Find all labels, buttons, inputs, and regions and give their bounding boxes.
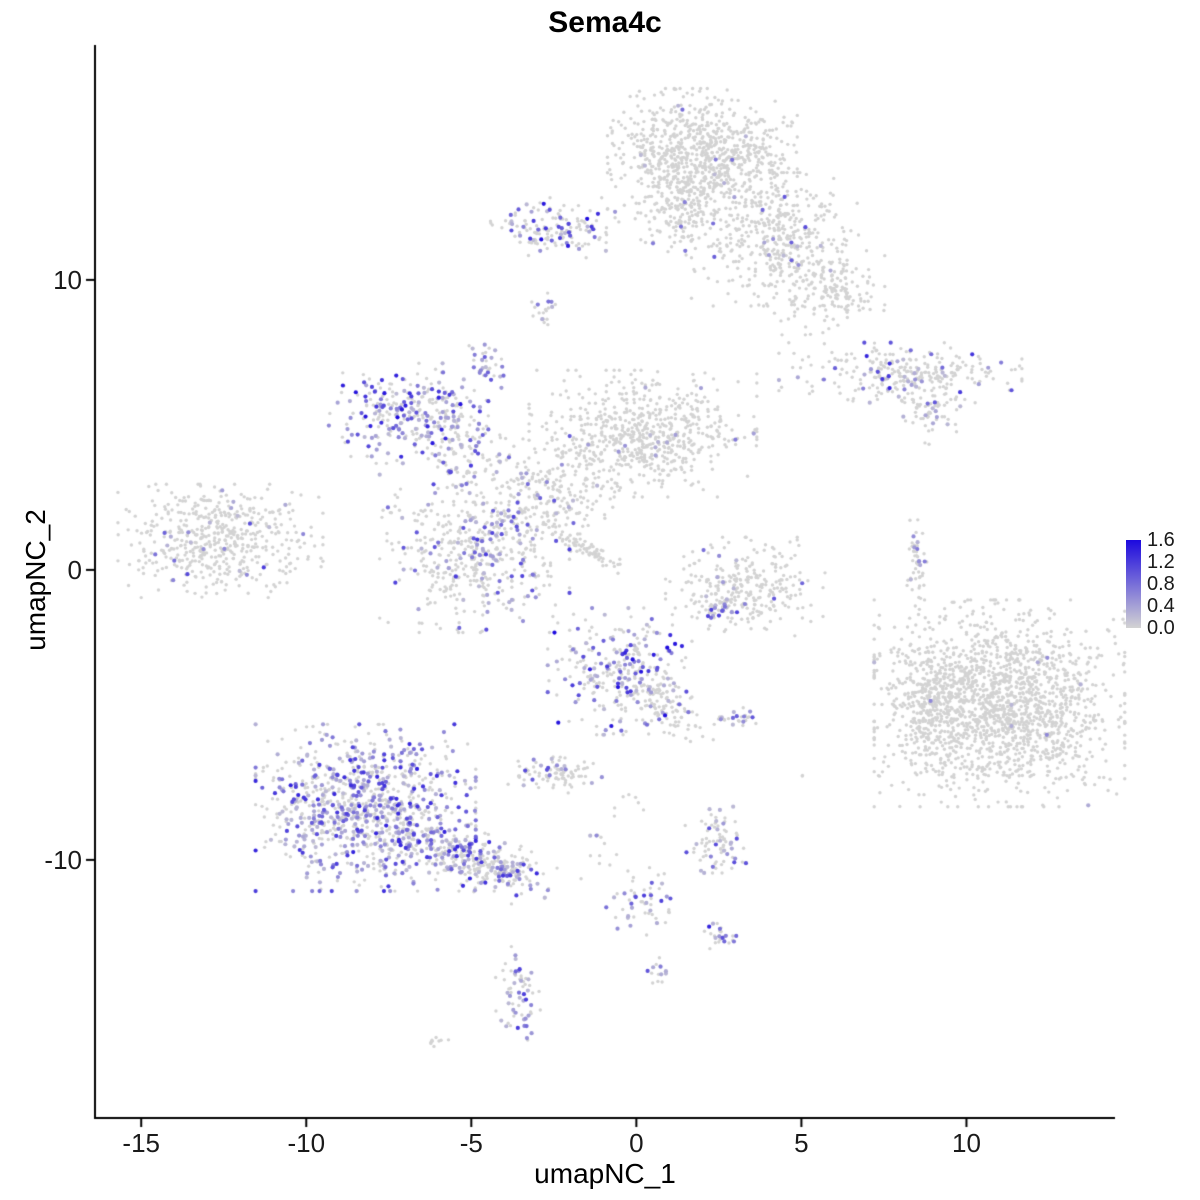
x-tick-label: -10	[287, 1128, 326, 1158]
x-tick-label: 0	[629, 1128, 644, 1158]
legend-tick-label: 0.8	[1147, 573, 1175, 595]
y-tick-label: 10	[53, 264, 82, 295]
y-tick-label: 0	[67, 554, 82, 585]
color-legend: 1.6 1.2 0.8 0.4 0.0	[1126, 530, 1200, 640]
legend-gradient-bar	[1126, 540, 1141, 628]
legend-tick-label: 1.2	[1147, 551, 1175, 573]
legend-tick-label: 1.6	[1147, 529, 1175, 551]
x-tick-label: -5	[459, 1128, 483, 1158]
legend-tick-label: 0.4	[1147, 595, 1175, 617]
x-axis-label: umapNC_1	[534, 1158, 676, 1189]
x-tick-label: 10	[951, 1128, 981, 1158]
x-tick-label: 5	[794, 1128, 809, 1158]
plot-title: Sema4c	[548, 6, 662, 39]
y-tick-label: -10	[44, 844, 82, 875]
x-tick-label: -15	[122, 1128, 160, 1158]
legend-tick-label: 0.0	[1147, 617, 1175, 639]
